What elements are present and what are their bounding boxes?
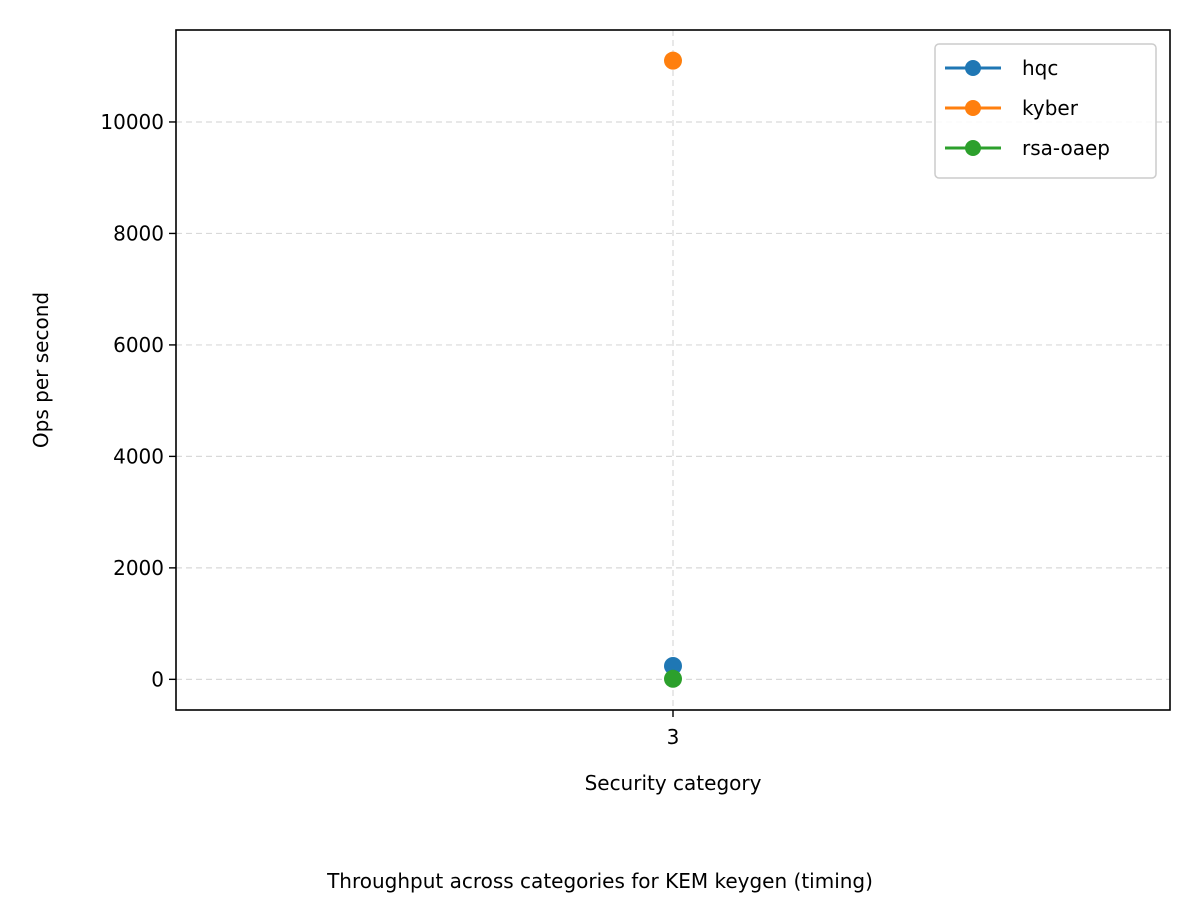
legend-item-rsa-oaep[interactable]: rsa-oaep <box>945 136 1110 160</box>
legend-marker-swatch <box>965 60 981 76</box>
x-tick-label: 3 <box>667 725 680 749</box>
y-tick-label: 2000 <box>113 556 164 580</box>
legend: hqc kyber rsa-oaep <box>934 43 1157 179</box>
y-tick-label: 8000 <box>113 221 164 245</box>
legend-item-kyber[interactable]: kyber <box>945 96 1079 120</box>
x-axis-label: Security category <box>585 771 762 795</box>
x-axis: 3 <box>667 710 680 749</box>
data-point-kyber[interactable] <box>664 51 682 70</box>
chart-caption: Throughput across categories for KEM key… <box>326 869 873 893</box>
y-tick-label: 6000 <box>113 333 164 357</box>
series-rsa-oaep <box>664 669 682 688</box>
y-tick-label: 4000 <box>113 444 164 468</box>
legend-label: kyber <box>1022 96 1079 120</box>
series-hqc <box>664 656 682 675</box>
series-kyber <box>664 51 682 70</box>
data-point-rsa-oaep[interactable] <box>664 669 682 688</box>
data-point-hqc[interactable] <box>664 656 682 675</box>
y-tick-label: 0 <box>151 667 164 691</box>
y-tick-label: 10000 <box>100 110 164 134</box>
y-axis: 0 2000 4000 6000 8000 10000 <box>100 110 176 691</box>
series-layer <box>664 51 682 688</box>
legend-marker-swatch <box>965 100 981 116</box>
legend-label: hqc <box>1022 56 1058 80</box>
legend-item-hqc[interactable]: hqc <box>945 56 1058 80</box>
legend-box <box>934 43 1157 179</box>
legend-marker-swatch <box>965 140 981 156</box>
legend-label: rsa-oaep <box>1022 136 1110 160</box>
y-axis-label: Ops per second <box>29 292 53 448</box>
grid-lines <box>176 30 1170 710</box>
